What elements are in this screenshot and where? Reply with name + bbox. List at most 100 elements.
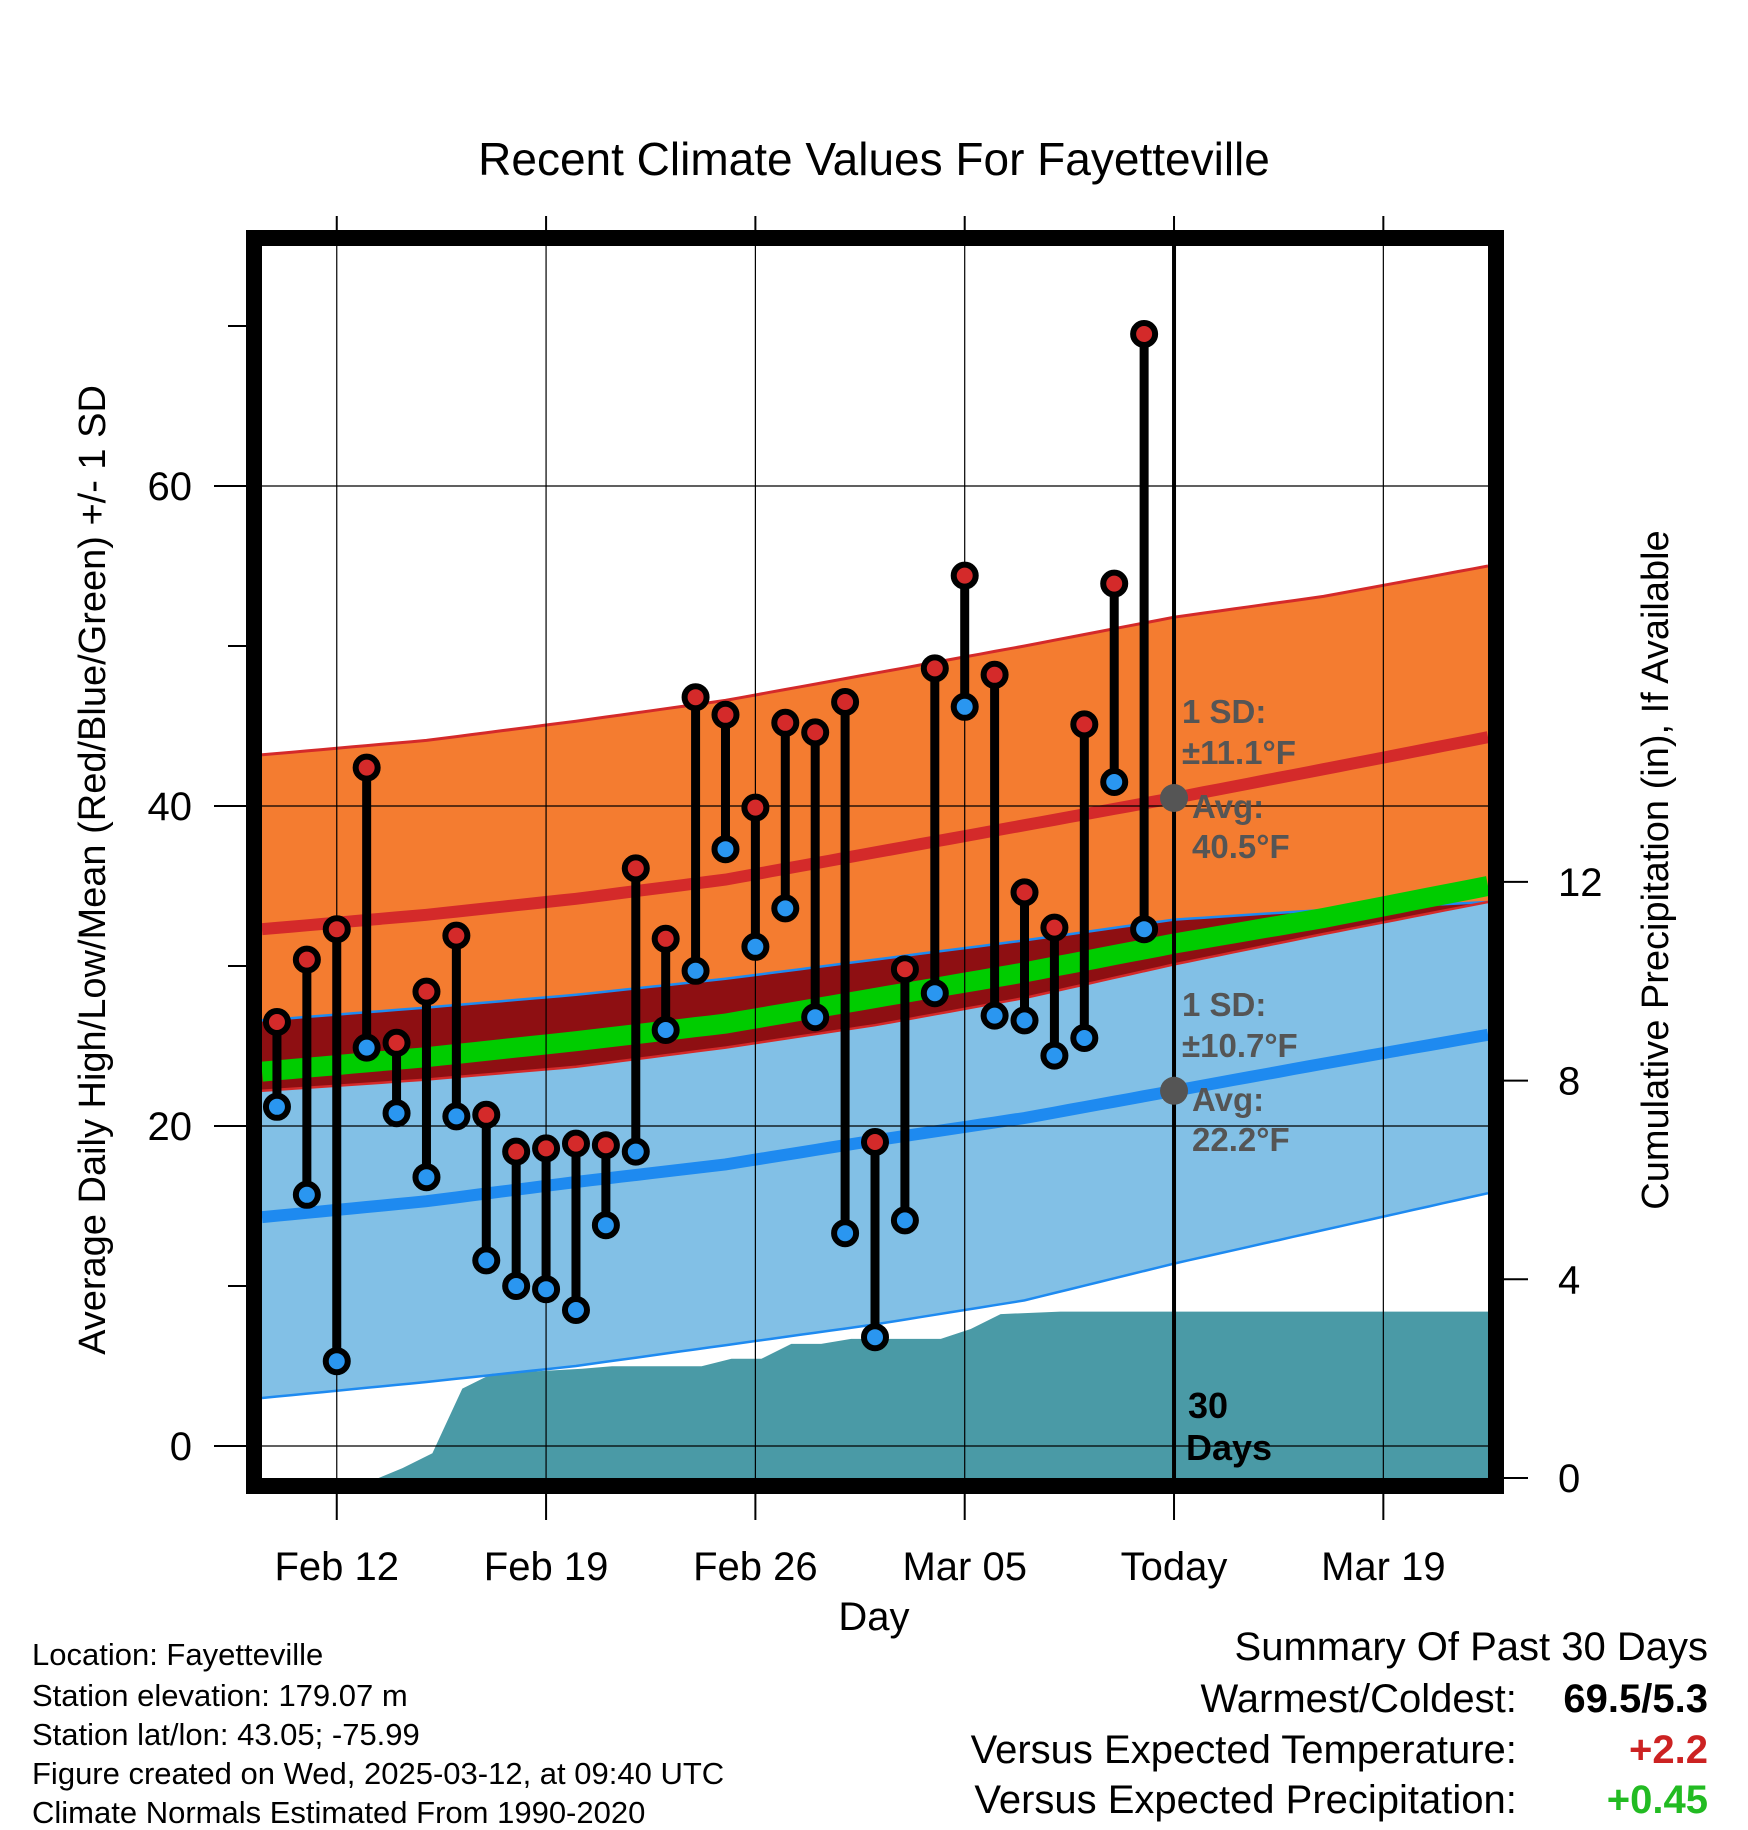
low-avg-annotation: Avg: — [1192, 1081, 1264, 1118]
x-tick-label: Feb 26 — [693, 1545, 818, 1589]
daily-high-point — [442, 921, 471, 950]
y2-axis-label: Cumulative Precipitation (in), If Availa… — [1635, 530, 1677, 1209]
daily-high-point — [890, 955, 919, 984]
summary-title: Summary Of Past 30 Days — [1234, 1625, 1708, 1669]
daily-low-point — [920, 979, 949, 1008]
low-avg-value-annotation: 22.2°F — [1192, 1121, 1290, 1158]
daily-low-point — [621, 1137, 650, 1166]
daily-high-point — [920, 654, 949, 683]
daily-low-point — [771, 894, 800, 923]
daily-high-point — [801, 718, 830, 747]
today-days-number: 30 — [1188, 1385, 1228, 1426]
high-sd-value-annotation: ±11.1°F — [1182, 734, 1296, 771]
daily-low-point — [861, 1323, 889, 1352]
daily-high-point — [950, 561, 979, 590]
precipitation-label: Versus Expected Precipitation: — [974, 1778, 1517, 1822]
daily-low-point — [322, 1347, 351, 1376]
daily-high-point — [861, 1128, 889, 1156]
daily-high-point — [1130, 320, 1159, 348]
daily-low-point — [890, 1206, 919, 1235]
daily-high-point — [561, 1129, 590, 1158]
low-avg-dot — [1160, 1076, 1189, 1105]
daily-high-point — [1100, 569, 1129, 598]
station-elevation: Station elevation: 179.07 m — [32, 1678, 408, 1713]
temperature-value: +2.2 — [1629, 1728, 1708, 1772]
summary-warmest-coldest: Warmest/Coldest: 69.5/5.3 — [1201, 1679, 1709, 1719]
x-axis-label: Day — [838, 1595, 909, 1639]
daily-high-point — [741, 793, 770, 822]
daily-low-point — [1100, 768, 1129, 796]
y-tick-label: 0 — [170, 1425, 192, 1469]
today-days-label: Days — [1186, 1427, 1272, 1468]
y2-tick-label: 0 — [1558, 1457, 1580, 1501]
daily-high-point — [831, 688, 860, 716]
daily-high-point — [502, 1137, 531, 1166]
high-sd-upper-line — [262, 564, 1488, 757]
daily-low-point — [711, 835, 740, 864]
daily-high-point — [472, 1100, 501, 1129]
high-avg-annotation: Avg: — [1192, 788, 1264, 825]
high-sd-lower-line — [262, 900, 1488, 1093]
high-sd-annotation: 1 SD: — [1182, 693, 1266, 730]
station-latlon: Station lat/lon: 43.05; -75.99 — [32, 1717, 420, 1752]
summary-precipitation: Versus Expected Precipitation: +0.45 — [974, 1780, 1708, 1820]
high-avg-value-annotation: 40.5°F — [1192, 828, 1290, 865]
daily-low-point — [292, 1180, 321, 1209]
warmest-coldest-value: 69.5/5.3 — [1563, 1677, 1708, 1721]
daily-low-point — [651, 1016, 680, 1044]
daily-low-point — [1010, 1006, 1039, 1035]
daily-low-point — [681, 956, 710, 985]
location-info: Location: Fayetteville — [32, 1637, 324, 1672]
daily-low-point — [502, 1272, 531, 1300]
daily-high-point — [532, 1134, 561, 1163]
climate-normals-note: Climate Normals Estimated From 1990-2020 — [32, 1795, 646, 1830]
y-axis-label: Average Daily High/Low/Mean (Red/Blue/Gr… — [72, 385, 114, 1355]
daily-high-point — [382, 1028, 411, 1057]
daily-low-point — [352, 1033, 381, 1062]
precipitation-value: +0.45 — [1606, 1778, 1708, 1822]
daily-low-point — [472, 1246, 501, 1275]
daily-high-point — [1010, 878, 1039, 907]
figure-created: Figure created on Wed, 2025-03-12, at 09… — [32, 1756, 725, 1791]
y-tick-label: 20 — [148, 1105, 193, 1149]
daily-high-point — [412, 977, 441, 1006]
daily-low-point — [1070, 1024, 1099, 1052]
daily-high-point — [352, 753, 381, 782]
daily-high-point — [681, 683, 710, 712]
daily-high-point — [1070, 710, 1099, 739]
x-tick-label: Mar 05 — [902, 1545, 1027, 1589]
daily-low-point — [1130, 915, 1159, 944]
daily-low-point — [741, 932, 770, 961]
warmest-coldest-label: Warmest/Coldest: — [1200, 1677, 1517, 1721]
daily-low-point — [591, 1211, 620, 1240]
y-tick-label: 60 — [148, 465, 193, 509]
daily-high-point — [322, 915, 351, 944]
daily-low-point — [442, 1102, 471, 1131]
y-tick-label: 40 — [148, 785, 193, 829]
daily-low-point — [382, 1099, 411, 1128]
low-sd-value-annotation: ±10.7°F — [1182, 1027, 1298, 1064]
daily-high-point — [711, 700, 740, 729]
daily-low-point — [950, 692, 979, 721]
daily-low-point — [831, 1219, 860, 1248]
temperature-label: Versus Expected Temperature: — [970, 1728, 1517, 1772]
y2-tick-label: 12 — [1558, 861, 1603, 905]
daily-high-point — [651, 924, 680, 953]
daily-high-point — [621, 854, 650, 883]
daily-low-point — [532, 1275, 561, 1304]
daily-high-point — [591, 1131, 620, 1160]
chart-title: Recent Climate Values For Fayetteville — [478, 133, 1270, 185]
daily-high-point — [980, 660, 1009, 689]
low-sd-upper-line — [262, 900, 1488, 1022]
y2-tick-label: 4 — [1558, 1258, 1580, 1302]
summary-temperature: Versus Expected Temperature: +2.2 — [971, 1730, 1708, 1770]
daily-low-point — [1040, 1041, 1069, 1070]
daily-high-point — [262, 1008, 291, 1036]
high-avg-dot — [1160, 784, 1189, 812]
x-tick-label: Mar 19 — [1321, 1545, 1446, 1589]
low-sd-annotation: 1 SD: — [1182, 986, 1266, 1023]
daily-low-point — [980, 1001, 1009, 1030]
